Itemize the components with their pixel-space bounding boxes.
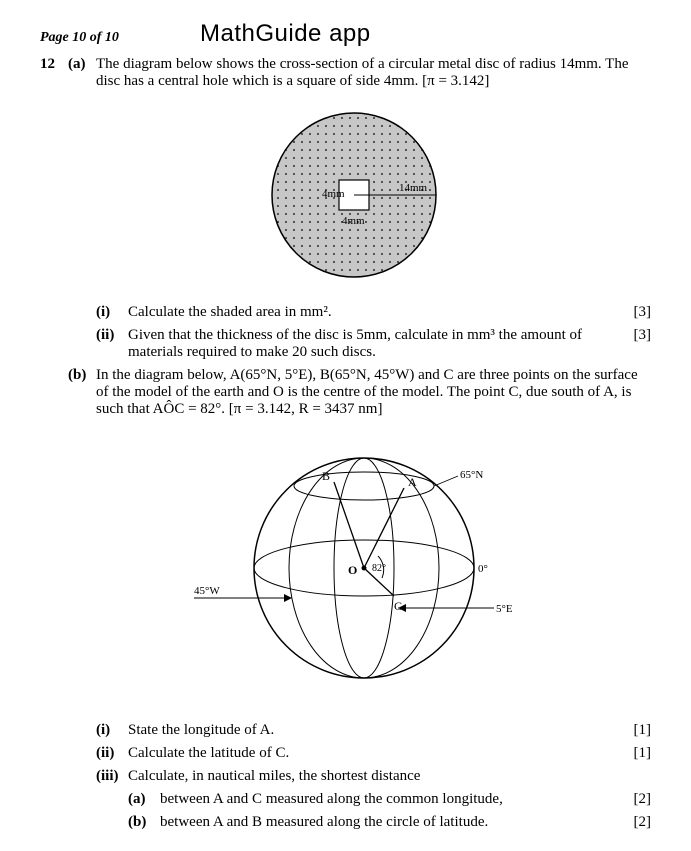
disc-svg: 14mm 4mm 4mm <box>244 100 504 290</box>
label-65N: 65°N <box>460 469 483 481</box>
label-side-h: 4mm <box>322 188 345 200</box>
label-C: C <box>394 599 402 613</box>
part-a-i: (i) Calculate the shaded area in mm². [3… <box>96 304 651 321</box>
label-A: A <box>408 475 417 489</box>
marks: [3] <box>621 327 651 361</box>
label-radius: 14mm <box>399 182 428 194</box>
part-b-iii: (iii) Calculate, in nautical miles, the … <box>96 768 651 831</box>
part-a-ii: (ii) Given that the thickness of the dis… <box>96 327 651 361</box>
part-b: (b) In the diagram below, A(65°N, 5°E), … <box>40 367 651 831</box>
marks: [1] <box>621 745 651 762</box>
sub-label: (i) <box>96 722 128 739</box>
sub-text: Calculate, in nautical miles, the shorte… <box>128 768 621 785</box>
sub-label: (i) <box>96 304 128 321</box>
sub-text: State the longitude of A. <box>128 722 621 739</box>
sub-text: Given that the thickness of the disc is … <box>128 327 621 361</box>
part-b-label: (b) <box>68 367 96 831</box>
marks: [2] <box>621 791 651 808</box>
label-45W: 45°W <box>194 585 220 597</box>
marks: [2] <box>621 814 651 831</box>
figure-globe: O 82° A B C 65°N 0° <box>96 428 651 708</box>
sub-text: Calculate the shaded area in mm². <box>128 304 621 321</box>
globe-svg: O 82° A B C 65°N 0° <box>174 428 574 708</box>
part-a-label: (a) <box>68 56 96 361</box>
label-angle: 82° <box>372 563 386 574</box>
question-number: 12 <box>40 56 68 361</box>
part-b-iii-a: (a) between A and C measured along the c… <box>128 791 621 808</box>
app-title: MathGuide app <box>200 20 371 48</box>
part-b-intro: In the diagram below, A(65°N, 5°E), B(65… <box>96 367 651 418</box>
label-5E: 5°E <box>496 603 513 615</box>
label-side-w: 4mm <box>342 215 365 227</box>
label-B: B <box>322 469 330 483</box>
header: Page 10 of 10 MathGuide app <box>40 20 651 48</box>
item-text: between A and B measured along the circl… <box>160 814 621 831</box>
page-indicator: Page 10 of 10 <box>40 30 200 46</box>
marks: [1] <box>621 722 651 739</box>
part-a-intro: The diagram below shows the cross-sectio… <box>96 56 651 90</box>
sub-label: (ii) <box>96 745 128 762</box>
sub-text: Calculate the latitude of C. <box>128 745 621 762</box>
item-label: (b) <box>128 814 160 831</box>
sub-label: (ii) <box>96 327 128 361</box>
item-text: between A and C measured along the commo… <box>160 791 621 808</box>
label-O: O <box>348 563 357 577</box>
part-b-iii-b: (b) between A and B measured along the c… <box>128 814 621 831</box>
marks: [3] <box>621 304 651 321</box>
part-b-i: (i) State the longitude of A. [1] <box>96 722 651 739</box>
label-0deg: 0° <box>478 563 488 575</box>
item-label: (a) <box>128 791 160 808</box>
part-b-ii: (ii) Calculate the latitude of C. [1] <box>96 745 651 762</box>
figure-disc: 14mm 4mm 4mm <box>96 100 651 290</box>
question-12: 12 (a) The diagram below shows the cross… <box>40 56 651 361</box>
sub-label: (iii) <box>96 768 128 831</box>
